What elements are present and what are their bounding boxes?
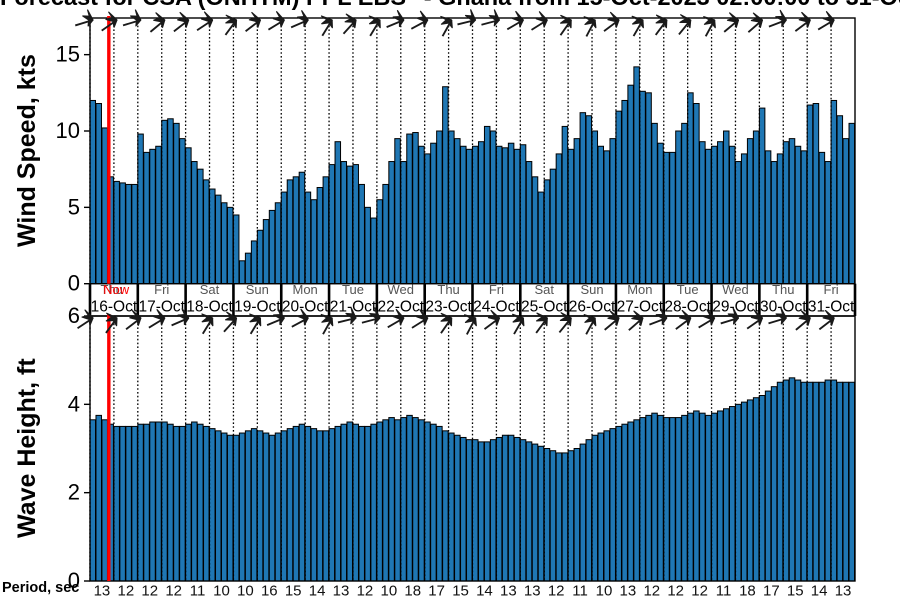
svg-text:22-Oct: 22-Oct: [378, 299, 425, 316]
svg-text:Sun: Sun: [580, 282, 603, 297]
svg-text:Fri: Fri: [824, 282, 839, 297]
svg-text:17-Oct: 17-Oct: [138, 299, 185, 316]
svg-text:Sat: Sat: [534, 282, 554, 297]
svg-text:13: 13: [94, 583, 111, 600]
svg-text:14: 14: [309, 583, 326, 600]
svg-text:27-Oct: 27-Oct: [617, 299, 664, 316]
svg-text:19-Oct: 19-Oct: [234, 299, 281, 316]
svg-text:Wed: Wed: [722, 282, 749, 297]
svg-text:12: 12: [357, 583, 374, 600]
svg-text:10: 10: [380, 583, 397, 600]
svg-text:Sat: Sat: [200, 282, 220, 297]
svg-text:13: 13: [524, 583, 541, 600]
svg-text:Fri: Fri: [489, 282, 504, 297]
svg-text:23-Oct: 23-Oct: [425, 299, 472, 316]
svg-text:11: 11: [716, 583, 732, 600]
svg-text:10: 10: [596, 583, 613, 600]
svg-text:Wed: Wed: [388, 282, 415, 297]
svg-text:12: 12: [667, 583, 684, 600]
svg-text:Thu: Thu: [437, 282, 459, 297]
svg-text:18: 18: [739, 583, 756, 600]
svg-text:16: 16: [261, 583, 278, 600]
svg-text:10: 10: [213, 583, 230, 600]
svg-text:12: 12: [165, 583, 182, 600]
svg-text:14: 14: [476, 583, 493, 600]
svg-text:Fri: Fri: [154, 282, 169, 297]
svg-text:4: 4: [68, 391, 80, 416]
svg-text:6: 6: [68, 303, 80, 328]
svg-text:15: 15: [56, 42, 80, 67]
svg-text:Sun: Sun: [246, 282, 269, 297]
svg-text:26-Oct: 26-Oct: [569, 299, 616, 316]
svg-text:13: 13: [620, 583, 637, 600]
svg-text:12: 12: [548, 583, 565, 600]
svg-text:13: 13: [835, 583, 852, 600]
svg-text:24-Oct: 24-Oct: [473, 299, 520, 316]
svg-text:15: 15: [452, 583, 469, 600]
svg-text:Mon: Mon: [627, 282, 652, 297]
svg-text:Tue: Tue: [342, 282, 364, 297]
svg-text:13: 13: [333, 583, 350, 600]
svg-text:15: 15: [285, 583, 302, 600]
svg-text:16-Oct: 16-Oct: [91, 299, 138, 316]
svg-text:12: 12: [691, 583, 708, 600]
svg-text:31-Oct: 31-Oct: [808, 299, 855, 316]
svg-text:20-Oct: 20-Oct: [282, 299, 329, 316]
svg-text:17: 17: [428, 583, 445, 600]
svg-text:12: 12: [643, 583, 660, 600]
svg-text:5: 5: [68, 194, 80, 219]
svg-text:15: 15: [787, 583, 804, 600]
svg-text:18: 18: [404, 583, 421, 600]
svg-text:11: 11: [572, 583, 588, 600]
svg-text:10: 10: [237, 583, 254, 600]
svg-text:Tue: Tue: [677, 282, 699, 297]
svg-text:Now: Now: [103, 282, 130, 297]
svg-text:Mon: Mon: [293, 282, 318, 297]
svg-text:0: 0: [68, 271, 80, 296]
svg-text:18-Oct: 18-Oct: [186, 299, 233, 316]
svg-text:14: 14: [811, 583, 828, 600]
svg-text:13: 13: [500, 583, 517, 600]
svg-text:12: 12: [141, 583, 158, 600]
svg-text:11: 11: [190, 583, 206, 600]
svg-text:17: 17: [763, 583, 780, 600]
svg-text:12: 12: [118, 583, 135, 600]
svg-text:28-Oct: 28-Oct: [664, 299, 711, 316]
svg-text:Thu: Thu: [772, 282, 794, 297]
svg-text:2: 2: [68, 480, 80, 505]
svg-text:10: 10: [56, 118, 80, 143]
